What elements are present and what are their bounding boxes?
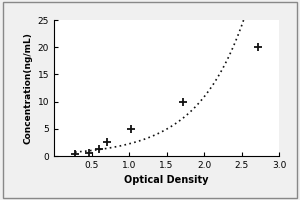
Y-axis label: Concentration(ng/mL): Concentration(ng/mL) <box>23 32 32 144</box>
X-axis label: Optical Density: Optical Density <box>124 175 209 185</box>
